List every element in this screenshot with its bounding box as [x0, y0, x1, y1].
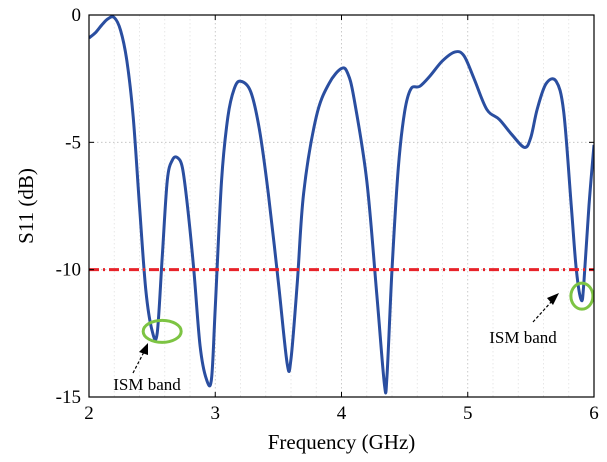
- y-tick-label: 0: [72, 5, 82, 26]
- annotations: ISM band ISM band: [113, 281, 595, 394]
- y-axis-label: S11 (dB): [14, 168, 38, 244]
- y-tick-label: -5: [65, 132, 81, 153]
- y-tick-label: -15: [56, 387, 81, 408]
- ism-band-label-right: ISM band: [489, 328, 557, 347]
- arrow-line-left: [132, 349, 146, 374]
- series-layer: [89, 15, 594, 395]
- x-tick-label: 3: [211, 403, 221, 424]
- arrow-head-left: [139, 343, 148, 355]
- s11-curve: [89, 15, 594, 395]
- ism-band-ellipse-left: [141, 318, 183, 344]
- arrow-head-right: [547, 293, 559, 305]
- x-tick-label: 2: [84, 403, 94, 424]
- x-tick-label: 4: [337, 403, 347, 424]
- ism-band-ellipse-right: [569, 281, 595, 311]
- x-tick-label: 6: [589, 403, 599, 424]
- x-axis-label: Frequency (GHz): [268, 430, 416, 454]
- y-tick-label: -10: [56, 260, 81, 281]
- tick-labels: 2 3 4 5 6 0 -5 -10 -15: [56, 5, 599, 424]
- ism-band-label-left: ISM band: [113, 375, 181, 394]
- x-tick-label: 5: [463, 403, 473, 424]
